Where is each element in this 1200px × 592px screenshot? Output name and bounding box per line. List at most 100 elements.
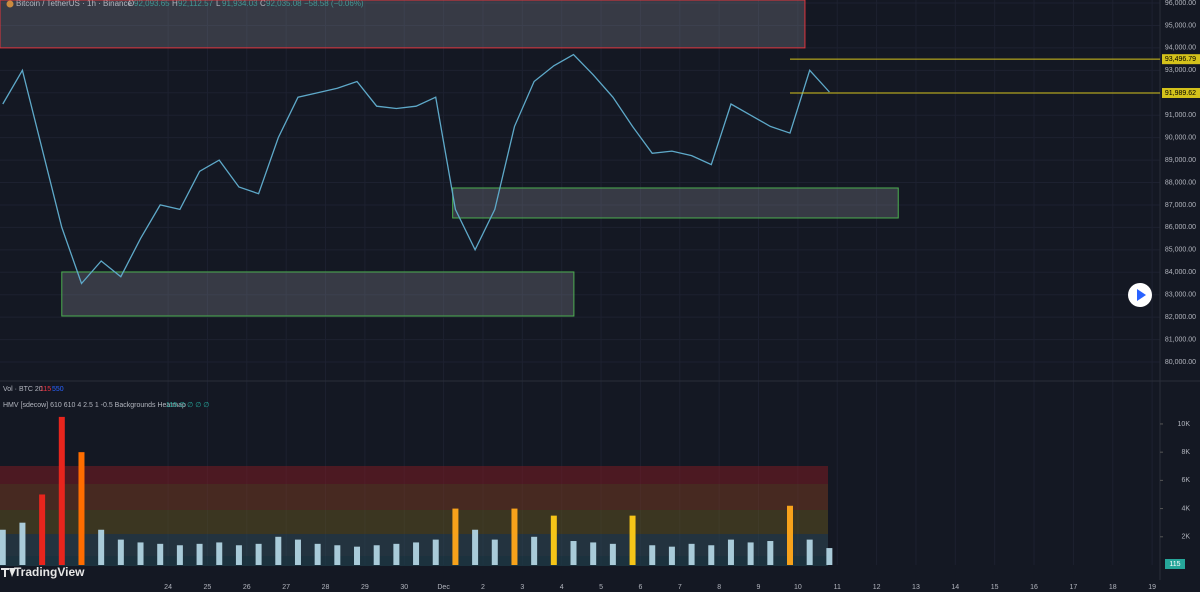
ohlc-label: O xyxy=(128,0,134,8)
ohlc-label: L xyxy=(216,0,221,8)
x-tick-label: 2 xyxy=(481,584,485,591)
volume-bar xyxy=(413,542,420,565)
logo-icon xyxy=(1,568,16,577)
volume-bar xyxy=(629,515,636,565)
volume-bar xyxy=(786,505,793,565)
volume-bar xyxy=(334,545,341,565)
x-tick-label: 16 xyxy=(1030,584,1038,591)
last-tag xyxy=(1165,559,1185,569)
y-tick-label: 91,000.00 xyxy=(1165,112,1196,119)
x-tick-label: 19 xyxy=(1148,584,1156,591)
volume-bar xyxy=(649,545,656,565)
volume-bar xyxy=(806,539,813,565)
volume-bar xyxy=(727,539,734,565)
x-tick-label: 25 xyxy=(204,584,212,591)
volume-bar xyxy=(98,529,105,565)
ohlc-label: H xyxy=(172,0,178,8)
volume-bar xyxy=(235,545,242,565)
volume-bar xyxy=(688,543,695,565)
heat-band xyxy=(0,484,828,510)
y-tick-label: 96,000.00 xyxy=(1165,0,1196,7)
volume-bar xyxy=(826,548,833,565)
volume-bar xyxy=(275,536,282,565)
volume-bar xyxy=(747,542,754,565)
y-tick-label: 94,000.00 xyxy=(1165,45,1196,52)
x-tick-label: 29 xyxy=(361,584,369,591)
coin-icon xyxy=(6,0,14,8)
y-tick-label: 95,000.00 xyxy=(1165,22,1196,29)
volume-bar xyxy=(491,539,498,565)
y-tick-label: 80,000.00 xyxy=(1165,359,1196,366)
symbol-title: Bitcoin / TetherUS · 1h · Binance xyxy=(16,0,132,8)
play-icon xyxy=(1137,289,1146,301)
x-tick-label: 18 xyxy=(1109,584,1117,591)
x-tick-label: 17 xyxy=(1070,584,1078,591)
volume-bar xyxy=(570,541,577,565)
volume-bar xyxy=(216,542,223,565)
x-tick-label: 28 xyxy=(322,584,330,591)
level-label: 91,989.62 xyxy=(1165,90,1196,97)
y-tick-label: 89,000.00 xyxy=(1165,157,1196,164)
y-tick-label: 10K xyxy=(1178,421,1191,428)
ohlc-change: −58.58 (−0.06%) xyxy=(304,0,364,8)
last-label: 115 xyxy=(1169,561,1180,568)
volume-bar xyxy=(472,529,479,565)
heat-band xyxy=(0,466,828,484)
volume-bar xyxy=(609,543,616,565)
level-label: 93,496.79 xyxy=(1165,56,1196,63)
ohlc: O92,093.65H92,112.57L91,934.03C92,035.08… xyxy=(128,0,364,8)
volume-bar xyxy=(373,545,380,565)
y-tick-label: 84,000.00 xyxy=(1165,269,1196,276)
x-tick-label: Dec xyxy=(437,584,450,591)
y-tick-label: 81,000.00 xyxy=(1165,336,1196,343)
y-tick-label: 85,000.00 xyxy=(1165,247,1196,254)
indicator-legend: HMV [sdecow] 610 610 4 2.5 1 -0.5 Backgr… xyxy=(3,402,186,409)
y-tick-label: 2K xyxy=(1181,534,1190,541)
volume-bar xyxy=(19,522,26,565)
y-tick-label: 93,000.00 xyxy=(1165,67,1196,74)
volume-bar xyxy=(550,515,557,565)
volume-bar xyxy=(294,539,301,565)
volume-bar xyxy=(354,546,361,565)
volume-bar xyxy=(58,416,65,565)
zone xyxy=(61,271,575,317)
volume-bar xyxy=(452,508,459,565)
volume-bar xyxy=(39,494,46,565)
volume-bar xyxy=(668,546,675,565)
y-tick-label: 86,000.00 xyxy=(1165,224,1196,231)
ohlc-value: 92,093.65 xyxy=(134,0,170,8)
x-tick-label: 14 xyxy=(951,584,959,591)
volume-bar xyxy=(196,543,203,565)
level-tag xyxy=(1162,54,1200,65)
level-tag xyxy=(1162,87,1200,98)
x-tick-label: 15 xyxy=(991,584,999,591)
volume-bar xyxy=(708,545,715,565)
ohlc-value: 92,035.08 xyxy=(266,0,302,8)
x-tick-label: 26 xyxy=(243,584,251,591)
volume-bar xyxy=(255,543,262,565)
x-tick-label: 3 xyxy=(520,584,524,591)
x-tick-label: 4 xyxy=(560,584,564,591)
volume-bar xyxy=(767,541,774,565)
x-tick-label: 24 xyxy=(164,584,172,591)
volume-bar xyxy=(176,545,183,565)
heat-band xyxy=(0,510,828,534)
volume-legend-value: 115 xyxy=(40,386,51,393)
x-tick-label: 13 xyxy=(912,584,920,591)
x-tick-label: 9 xyxy=(757,584,761,591)
volume-bar xyxy=(117,539,124,565)
y-tick-label: 83,000.00 xyxy=(1165,292,1196,299)
volume-bar xyxy=(314,543,321,565)
x-tick-label: 27 xyxy=(282,584,290,591)
y-tick-label: 6K xyxy=(1181,477,1190,484)
y-tick-label: 82,000.00 xyxy=(1165,314,1196,321)
y-tick-label: 4K xyxy=(1181,505,1190,512)
zone xyxy=(0,0,806,49)
x-tick-label: 6 xyxy=(638,584,642,591)
y-tick-label: 88,000.00 xyxy=(1165,179,1196,186)
x-tick-label: 7 xyxy=(678,584,682,591)
ohlc-label: C xyxy=(260,0,266,8)
logo[interactable]: TradingView xyxy=(14,565,85,579)
x-tick-label: 12 xyxy=(873,584,881,591)
